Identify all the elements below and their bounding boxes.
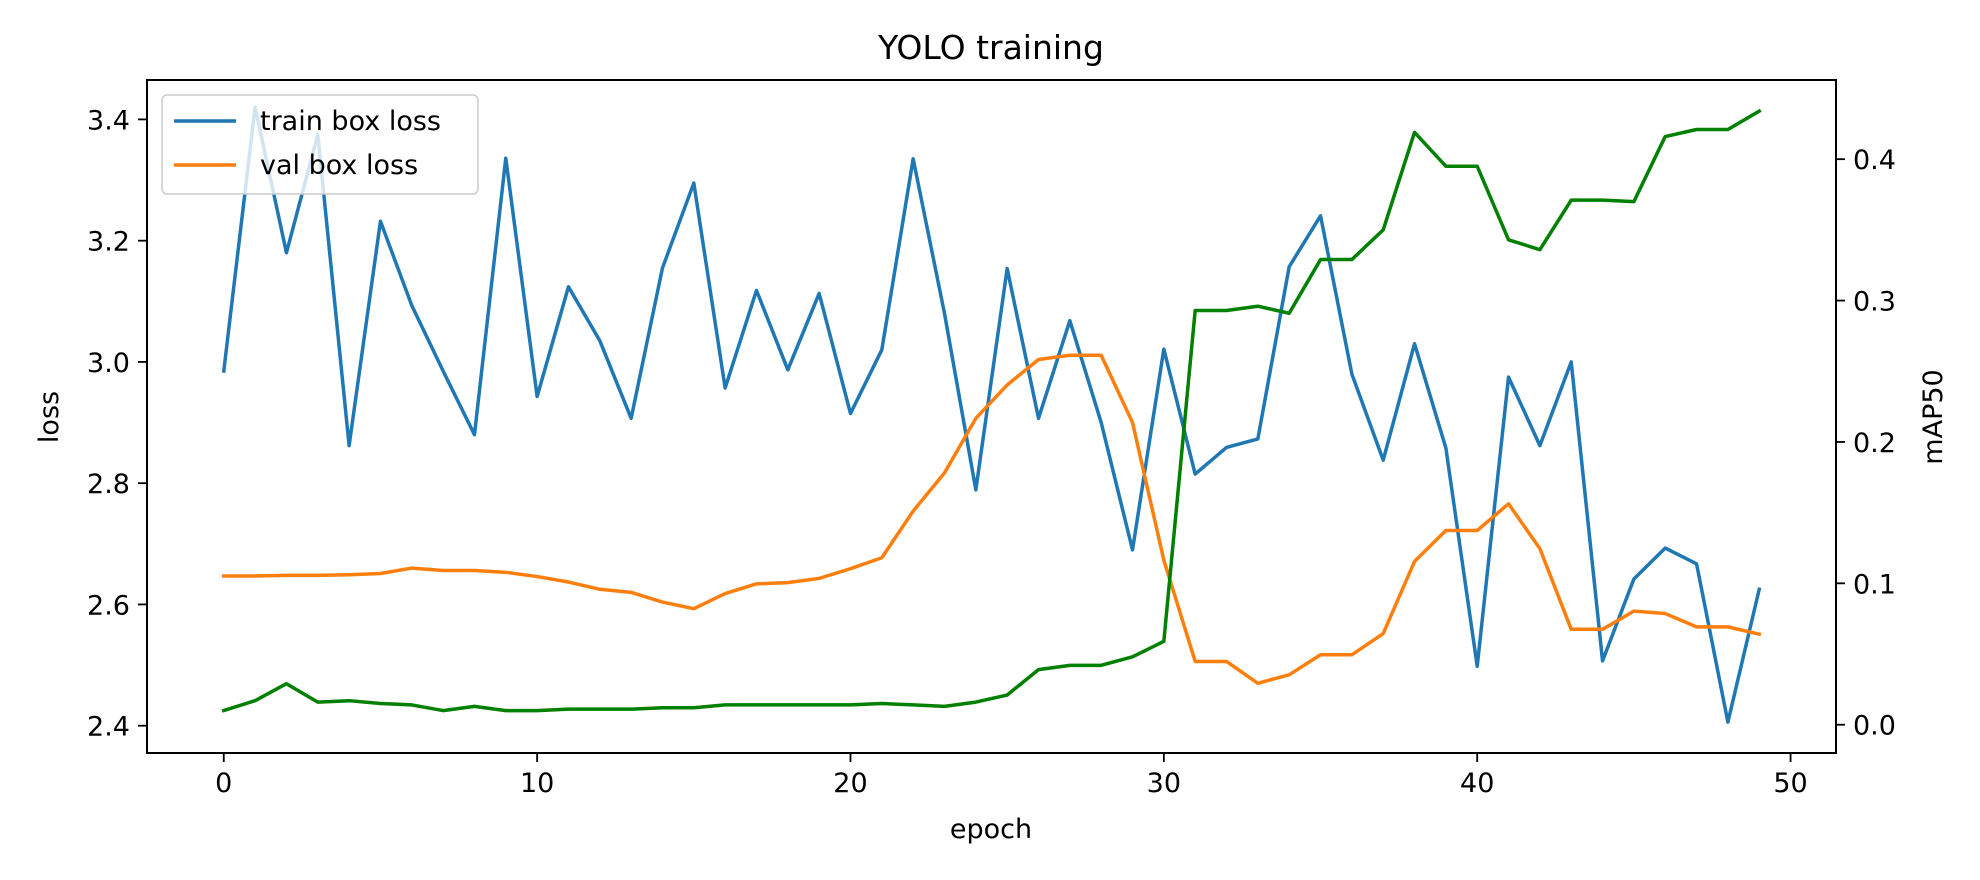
x-tick-label: 40 bbox=[1460, 768, 1494, 799]
legend-label-train-box-loss: train box loss bbox=[260, 106, 441, 137]
y-tick-label-left: 2.6 bbox=[87, 590, 130, 621]
y-tick-label-left: 2.8 bbox=[87, 469, 130, 500]
y-tick-label-left: 3.0 bbox=[87, 348, 130, 379]
y-tick-label-left: 2.4 bbox=[87, 712, 130, 743]
y-tick-label-right: 0.0 bbox=[1853, 711, 1896, 742]
x-tick-label: 10 bbox=[520, 768, 554, 799]
x-tick-label: 0 bbox=[215, 768, 232, 799]
y-axis-title-left: loss bbox=[34, 391, 65, 443]
chart-title: YOLO training bbox=[877, 28, 1104, 67]
y-tick-label-left: 3.2 bbox=[87, 227, 130, 258]
y-tick-label-right: 0.3 bbox=[1853, 287, 1896, 318]
y-axis-title-right: mAP50 bbox=[1918, 369, 1949, 464]
ticks-layer: 0 10 20 30 40 50 2.4 2.6 2.8 3.0 3.2 3.4 0.0 0.1 0.2 0.… bbox=[87, 105, 1896, 799]
train-box-loss-line bbox=[221, 105, 1762, 724]
legend-label-val-box-loss: val box loss bbox=[260, 150, 418, 181]
plot-frame bbox=[146, 79, 1837, 754]
y-tick-label-right: 0.4 bbox=[1853, 145, 1896, 176]
map50-line bbox=[221, 108, 1762, 713]
val-box-loss-line bbox=[222, 353, 1762, 686]
x-tick-label: 30 bbox=[1147, 768, 1181, 799]
series-layer bbox=[221, 105, 1762, 724]
legend-box bbox=[161, 94, 479, 195]
y-tick-label-right: 0.2 bbox=[1853, 428, 1896, 459]
legend: train box loss val box loss bbox=[161, 94, 479, 195]
x-axis-title: epoch bbox=[950, 814, 1032, 845]
x-tick-label: 50 bbox=[1773, 768, 1807, 799]
y-tick-label-left: 3.4 bbox=[87, 105, 130, 136]
y-tick-label-right: 0.1 bbox=[1853, 569, 1896, 600]
x-tick-label: 20 bbox=[833, 768, 867, 799]
